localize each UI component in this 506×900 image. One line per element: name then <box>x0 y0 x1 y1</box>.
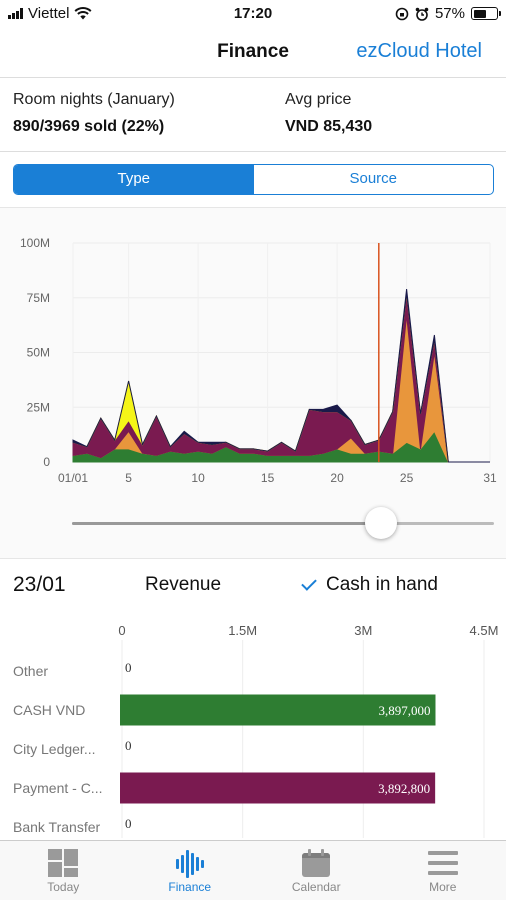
bar-category-label: Payment - C... <box>13 780 102 796</box>
cash-in-hand-toggle[interactable]: Cash in hand <box>301 574 438 596</box>
bar-value-label: 0 <box>125 816 132 831</box>
tab-finance-label: Finance <box>168 880 212 894</box>
metric-selector[interactable]: Revenue <box>145 574 222 595</box>
bar-category-label: CASH VND <box>13 702 85 718</box>
bar-x-tick-label: 0 <box>118 623 125 638</box>
segment-source[interactable]: Source <box>349 170 398 187</box>
cash-in-hand-label: Cash in hand <box>326 574 438 595</box>
date-slider-thumb[interactable] <box>365 507 398 539</box>
x-tick-label: 5 <box>125 471 132 485</box>
bar-4 <box>120 772 436 804</box>
bar-2 <box>120 694 436 726</box>
bar-x-tick-label: 1.5M <box>228 623 257 638</box>
x-tick-label: 15 <box>261 471 275 485</box>
avg-price-block: Avg price VND 85,430 <box>285 91 372 136</box>
orientation-lock-icon <box>395 7 409 20</box>
room-nights-block: Room nights (January) 890/3969 sold (22%… <box>13 91 175 136</box>
bar-value-label: 3,892,800 <box>378 781 430 796</box>
date-slider-track[interactable] <box>72 522 494 525</box>
segment-type[interactable]: Type <box>14 165 254 194</box>
x-tick-label: 31 <box>483 471 497 485</box>
bar-chart-svg: 0 1.5M 3M 4.5M Other 0 CASH VND 3,897,000 City L… <box>13 623 499 838</box>
grid-icon <box>47 848 79 878</box>
y-tick-label: 25M <box>27 400 50 414</box>
tab-calendar-label: Calendar <box>291 880 341 894</box>
selected-date: 23/01 <box>13 573 66 596</box>
summary-panel: Room nights (January) 890/3969 sold (22%… <box>0 79 506 152</box>
y-tick-label: 50M <box>27 346 50 360</box>
tab-today-label: Today <box>47 880 80 894</box>
nav-bar: Finance ezCloud Hotel <box>0 28 506 78</box>
x-tick-label: 10 <box>191 471 205 485</box>
alarm-icon <box>415 7 429 21</box>
hotel-name-button[interactable]: ezCloud Hotel <box>356 40 482 62</box>
avg-price-label: Avg price <box>285 91 352 108</box>
calendar-icon <box>300 848 332 878</box>
type-source-segment: Type Source <box>13 164 494 195</box>
checkmark-icon <box>301 574 317 591</box>
tab-calendar[interactable]: Calendar <box>253 841 380 900</box>
tab-more[interactable]: More <box>380 841 506 900</box>
bar-category-label: Other <box>13 663 48 679</box>
battery-percent: 57% <box>434 5 465 22</box>
wifi-icon <box>74 7 92 20</box>
status-bar: Viettel 17:20 57% <box>0 0 506 28</box>
detail-header: 23/01 Revenue Cash in hand <box>0 571 506 601</box>
x-tick-label: 20 <box>330 471 344 485</box>
carrier-label: Viettel <box>28 5 70 22</box>
bar-category-label: Bank Transfer <box>13 819 100 835</box>
tab-bar: Today Finance Calendar More <box>0 840 506 900</box>
room-nights-label: Room nights (January) <box>13 91 175 108</box>
room-nights-value: 890/3969 sold (22%) <box>13 118 165 135</box>
x-tick-label: 25 <box>400 471 414 485</box>
waveform-icon <box>174 848 206 878</box>
page-title: Finance <box>217 41 289 62</box>
area-chart-svg: 0 25M 50M 75M 100M 01/01 5 10 15 20 25 31 <box>20 236 497 485</box>
tab-finance[interactable]: Finance <box>127 841 254 900</box>
tab-more-label: More <box>429 880 457 894</box>
revenue-area-chart: 0 25M 50M 75M 100M 01/01 5 10 15 20 25 31 <box>0 207 506 559</box>
bar-value-label: 0 <box>125 660 132 675</box>
avg-price-value: VND 85,430 <box>285 118 373 135</box>
clock: 17:20 <box>233 5 273 22</box>
battery-icon <box>471 7 501 20</box>
y-tick-label: 75M <box>27 291 50 305</box>
bar-value-label: 0 <box>125 738 132 753</box>
bar-value-label: 3,897,000 <box>378 703 430 718</box>
y-tick-label: 100M <box>20 236 50 250</box>
signal-icon <box>8 8 23 19</box>
bar-x-tick-label: 4.5M <box>470 623 499 638</box>
tab-today[interactable]: Today <box>0 841 127 900</box>
bar-category-label: City Ledger... <box>13 741 96 757</box>
bar-x-tick-label: 3M <box>354 623 372 638</box>
y-tick-label: 0 <box>43 455 50 469</box>
x-tick-label: 01/01 <box>58 471 88 485</box>
area-series-5 <box>72 288 490 463</box>
menu-icon <box>427 848 459 878</box>
